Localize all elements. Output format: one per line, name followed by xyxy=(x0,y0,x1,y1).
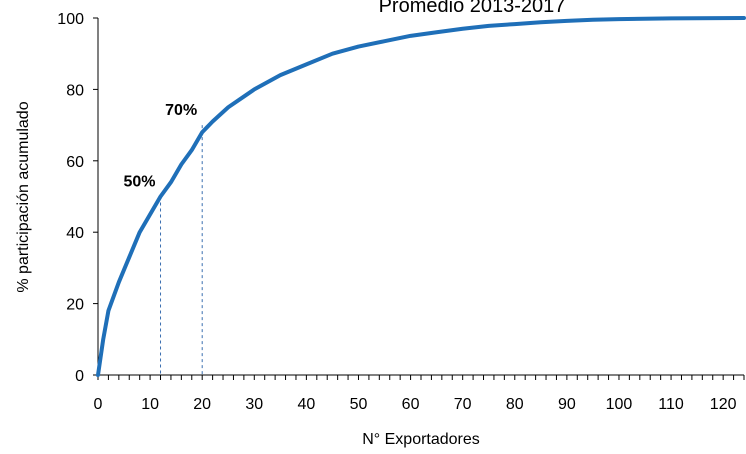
x-tick-label: 50 xyxy=(350,396,368,413)
x-tick-label: 30 xyxy=(245,396,263,413)
x-tick-label: 90 xyxy=(558,396,576,413)
axes: 0 20 40 60 80 100 0 10 20 30 40 50 60 70 80 90 100 110 120 xyxy=(57,11,745,413)
annotation-label: 70% xyxy=(165,102,197,119)
x-tick-label: 20 xyxy=(193,396,211,413)
x-tick-label: 120 xyxy=(710,396,737,413)
y-tick-label: 80 xyxy=(66,82,84,99)
x-tick-label: 10 xyxy=(141,396,159,413)
annotations: 50% 70% xyxy=(123,102,197,190)
chart-title: Promedio 2013-2017 xyxy=(379,0,566,17)
y-tick-label: 20 xyxy=(66,297,84,314)
y-tick-label: 60 xyxy=(66,154,84,171)
y-axis-title: % participación acumulado xyxy=(15,101,32,292)
x-tick-label: 100 xyxy=(606,396,633,413)
x-tick-label: 40 xyxy=(297,396,315,413)
x-tick-label: 70 xyxy=(454,396,472,413)
annotation-label: 50% xyxy=(123,174,155,191)
x-tick-label: 60 xyxy=(402,396,420,413)
x-tick-label: 110 xyxy=(658,396,684,413)
y-tick-label: 0 xyxy=(75,368,84,385)
y-tick-label: 40 xyxy=(66,225,84,242)
x-tick-label: 0 xyxy=(94,396,103,413)
series-group xyxy=(96,16,746,377)
series-line xyxy=(96,16,746,377)
x-axis-title: N° Exportadores xyxy=(362,431,480,448)
y-tick-label: 100 xyxy=(57,11,84,28)
x-tick-label: 80 xyxy=(506,396,524,413)
